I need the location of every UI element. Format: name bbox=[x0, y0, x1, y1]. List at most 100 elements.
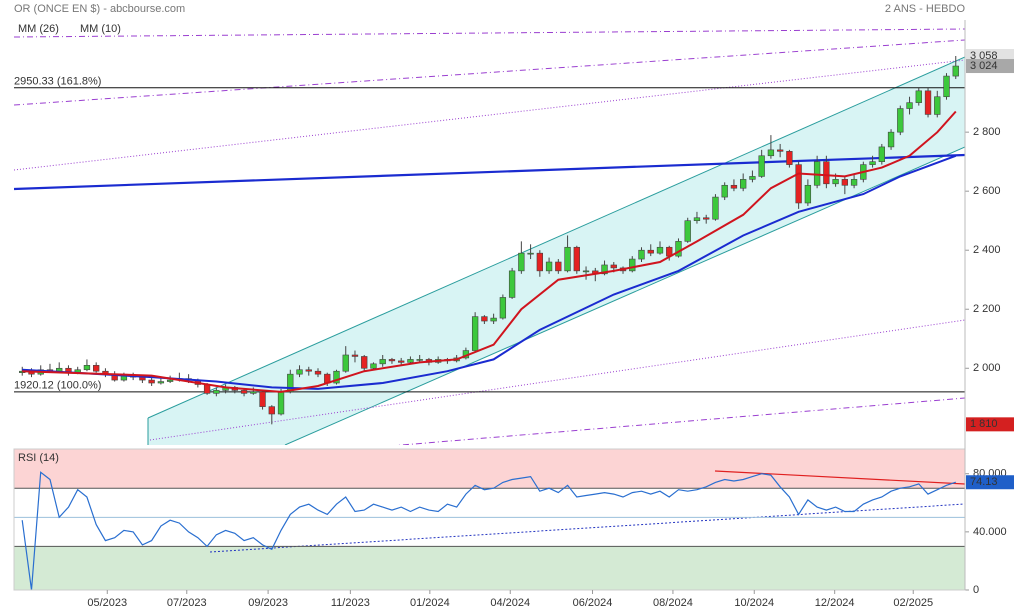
trend-line bbox=[14, 59, 965, 171]
candle-body bbox=[730, 184, 738, 189]
candle-body bbox=[813, 161, 821, 186]
candle-body bbox=[527, 252, 534, 255]
rsi-badge bbox=[966, 475, 1014, 490]
candle-body bbox=[508, 270, 516, 298]
candle-body bbox=[906, 102, 913, 109]
candle-body bbox=[675, 241, 682, 257]
y-tick-label: 40.000 bbox=[973, 526, 1007, 538]
candle-body bbox=[157, 381, 165, 384]
plot-area bbox=[14, 20, 965, 445]
candle-body bbox=[887, 131, 895, 148]
x-tick-label: 02/2025 bbox=[893, 597, 933, 609]
candle-body bbox=[841, 179, 849, 186]
legend-entry: MM (10) bbox=[80, 23, 121, 35]
price-badge bbox=[966, 59, 1014, 74]
period-label: 2 ANS - HEBDO bbox=[885, 3, 966, 15]
candle-body bbox=[582, 270, 590, 273]
candle-body bbox=[832, 179, 839, 185]
y-tick-label: 2 400 bbox=[973, 244, 1001, 256]
x-tick-label: 12/2024 bbox=[815, 597, 855, 609]
candle-body bbox=[555, 261, 562, 272]
channel bbox=[148, 57, 965, 445]
candle-body bbox=[850, 179, 858, 186]
x-tick-label: 05/2023 bbox=[87, 597, 127, 609]
x-tick-label: 06/2024 bbox=[573, 597, 613, 609]
candle-body bbox=[740, 179, 747, 189]
candle-body bbox=[490, 317, 497, 322]
y-tick-label: 2 200 bbox=[973, 303, 1001, 315]
rsi-line bbox=[21, 471, 956, 590]
x-tick-label: 01/2024 bbox=[410, 597, 450, 609]
y-tick-label: 0 bbox=[973, 584, 979, 596]
candle-body bbox=[545, 261, 553, 272]
x-tick-label: 08/2024 bbox=[653, 597, 693, 609]
support-line bbox=[14, 153, 965, 191]
candle-body bbox=[240, 390, 248, 394]
candle-body bbox=[758, 155, 765, 177]
y-tick-label: 2 800 bbox=[973, 126, 1001, 138]
trend-line bbox=[14, 28, 965, 38]
channel-upper bbox=[147, 56, 965, 419]
candle-body bbox=[564, 246, 571, 272]
candle-body bbox=[499, 297, 507, 319]
candle-body bbox=[786, 151, 793, 165]
candle-body bbox=[869, 161, 876, 165]
candle-body bbox=[684, 220, 691, 242]
candle-body bbox=[721, 184, 728, 198]
candle-body bbox=[897, 108, 904, 133]
candle-body bbox=[83, 365, 91, 371]
candle-body bbox=[416, 359, 423, 361]
candle-body bbox=[333, 370, 340, 384]
candle-body bbox=[573, 246, 580, 272]
candle-body bbox=[749, 176, 756, 180]
candle-body bbox=[693, 217, 701, 221]
candle-body bbox=[305, 369, 312, 372]
trend-line bbox=[14, 39, 965, 106]
candle-body bbox=[407, 359, 414, 363]
candle-body bbox=[379, 359, 386, 365]
candle-body bbox=[647, 249, 654, 254]
candle-body bbox=[166, 379, 174, 382]
candle-body bbox=[712, 196, 719, 220]
candle-body bbox=[287, 373, 294, 393]
candle-body bbox=[952, 65, 959, 77]
candle-body bbox=[370, 363, 377, 369]
trend-line bbox=[395, 397, 965, 445]
candle-body bbox=[656, 246, 664, 254]
candle-body bbox=[314, 370, 322, 375]
candle-body bbox=[203, 384, 211, 394]
candle-body bbox=[398, 360, 405, 363]
rsi-trend-line bbox=[714, 470, 965, 485]
candle-body bbox=[638, 249, 645, 260]
price-badge-label: 3 024 bbox=[970, 60, 998, 72]
price-badge-label: 3 058 bbox=[970, 50, 998, 62]
x-tick-label: 04/2024 bbox=[490, 597, 530, 609]
candle-body bbox=[601, 264, 608, 275]
candle-body bbox=[934, 96, 941, 115]
candle-body bbox=[703, 217, 710, 220]
candle-body bbox=[361, 356, 368, 369]
legend-entry: MM (26) bbox=[18, 23, 59, 35]
candle-body bbox=[518, 252, 525, 272]
candle-body bbox=[823, 161, 830, 185]
candle-body bbox=[924, 90, 932, 115]
candle-body bbox=[250, 391, 257, 394]
x-tick-label: 11/2023 bbox=[331, 597, 370, 609]
price-panel: 2 000 2 200 2 400 2 600 2 800 2950.33 (161.8%… bbox=[14, 20, 1014, 445]
candle-body bbox=[943, 75, 950, 98]
trend-line bbox=[149, 319, 965, 441]
y-tick-label: 2 600 bbox=[973, 185, 1001, 197]
moving-average bbox=[22, 154, 957, 390]
candle-body bbox=[536, 252, 544, 272]
rsi-title: RSI (14) bbox=[18, 452, 59, 464]
candle-body bbox=[629, 258, 636, 272]
candle-body bbox=[213, 390, 220, 394]
candle-body bbox=[767, 149, 775, 157]
candle-body bbox=[878, 146, 885, 162]
oversold-zone bbox=[14, 546, 965, 590]
candle-body bbox=[351, 354, 359, 357]
candle-body bbox=[342, 354, 349, 372]
